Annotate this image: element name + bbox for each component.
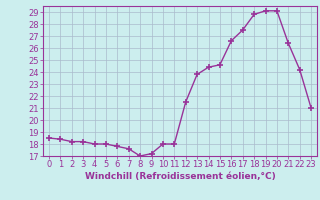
X-axis label: Windchill (Refroidissement éolien,°C): Windchill (Refroidissement éolien,°C) <box>84 172 276 181</box>
